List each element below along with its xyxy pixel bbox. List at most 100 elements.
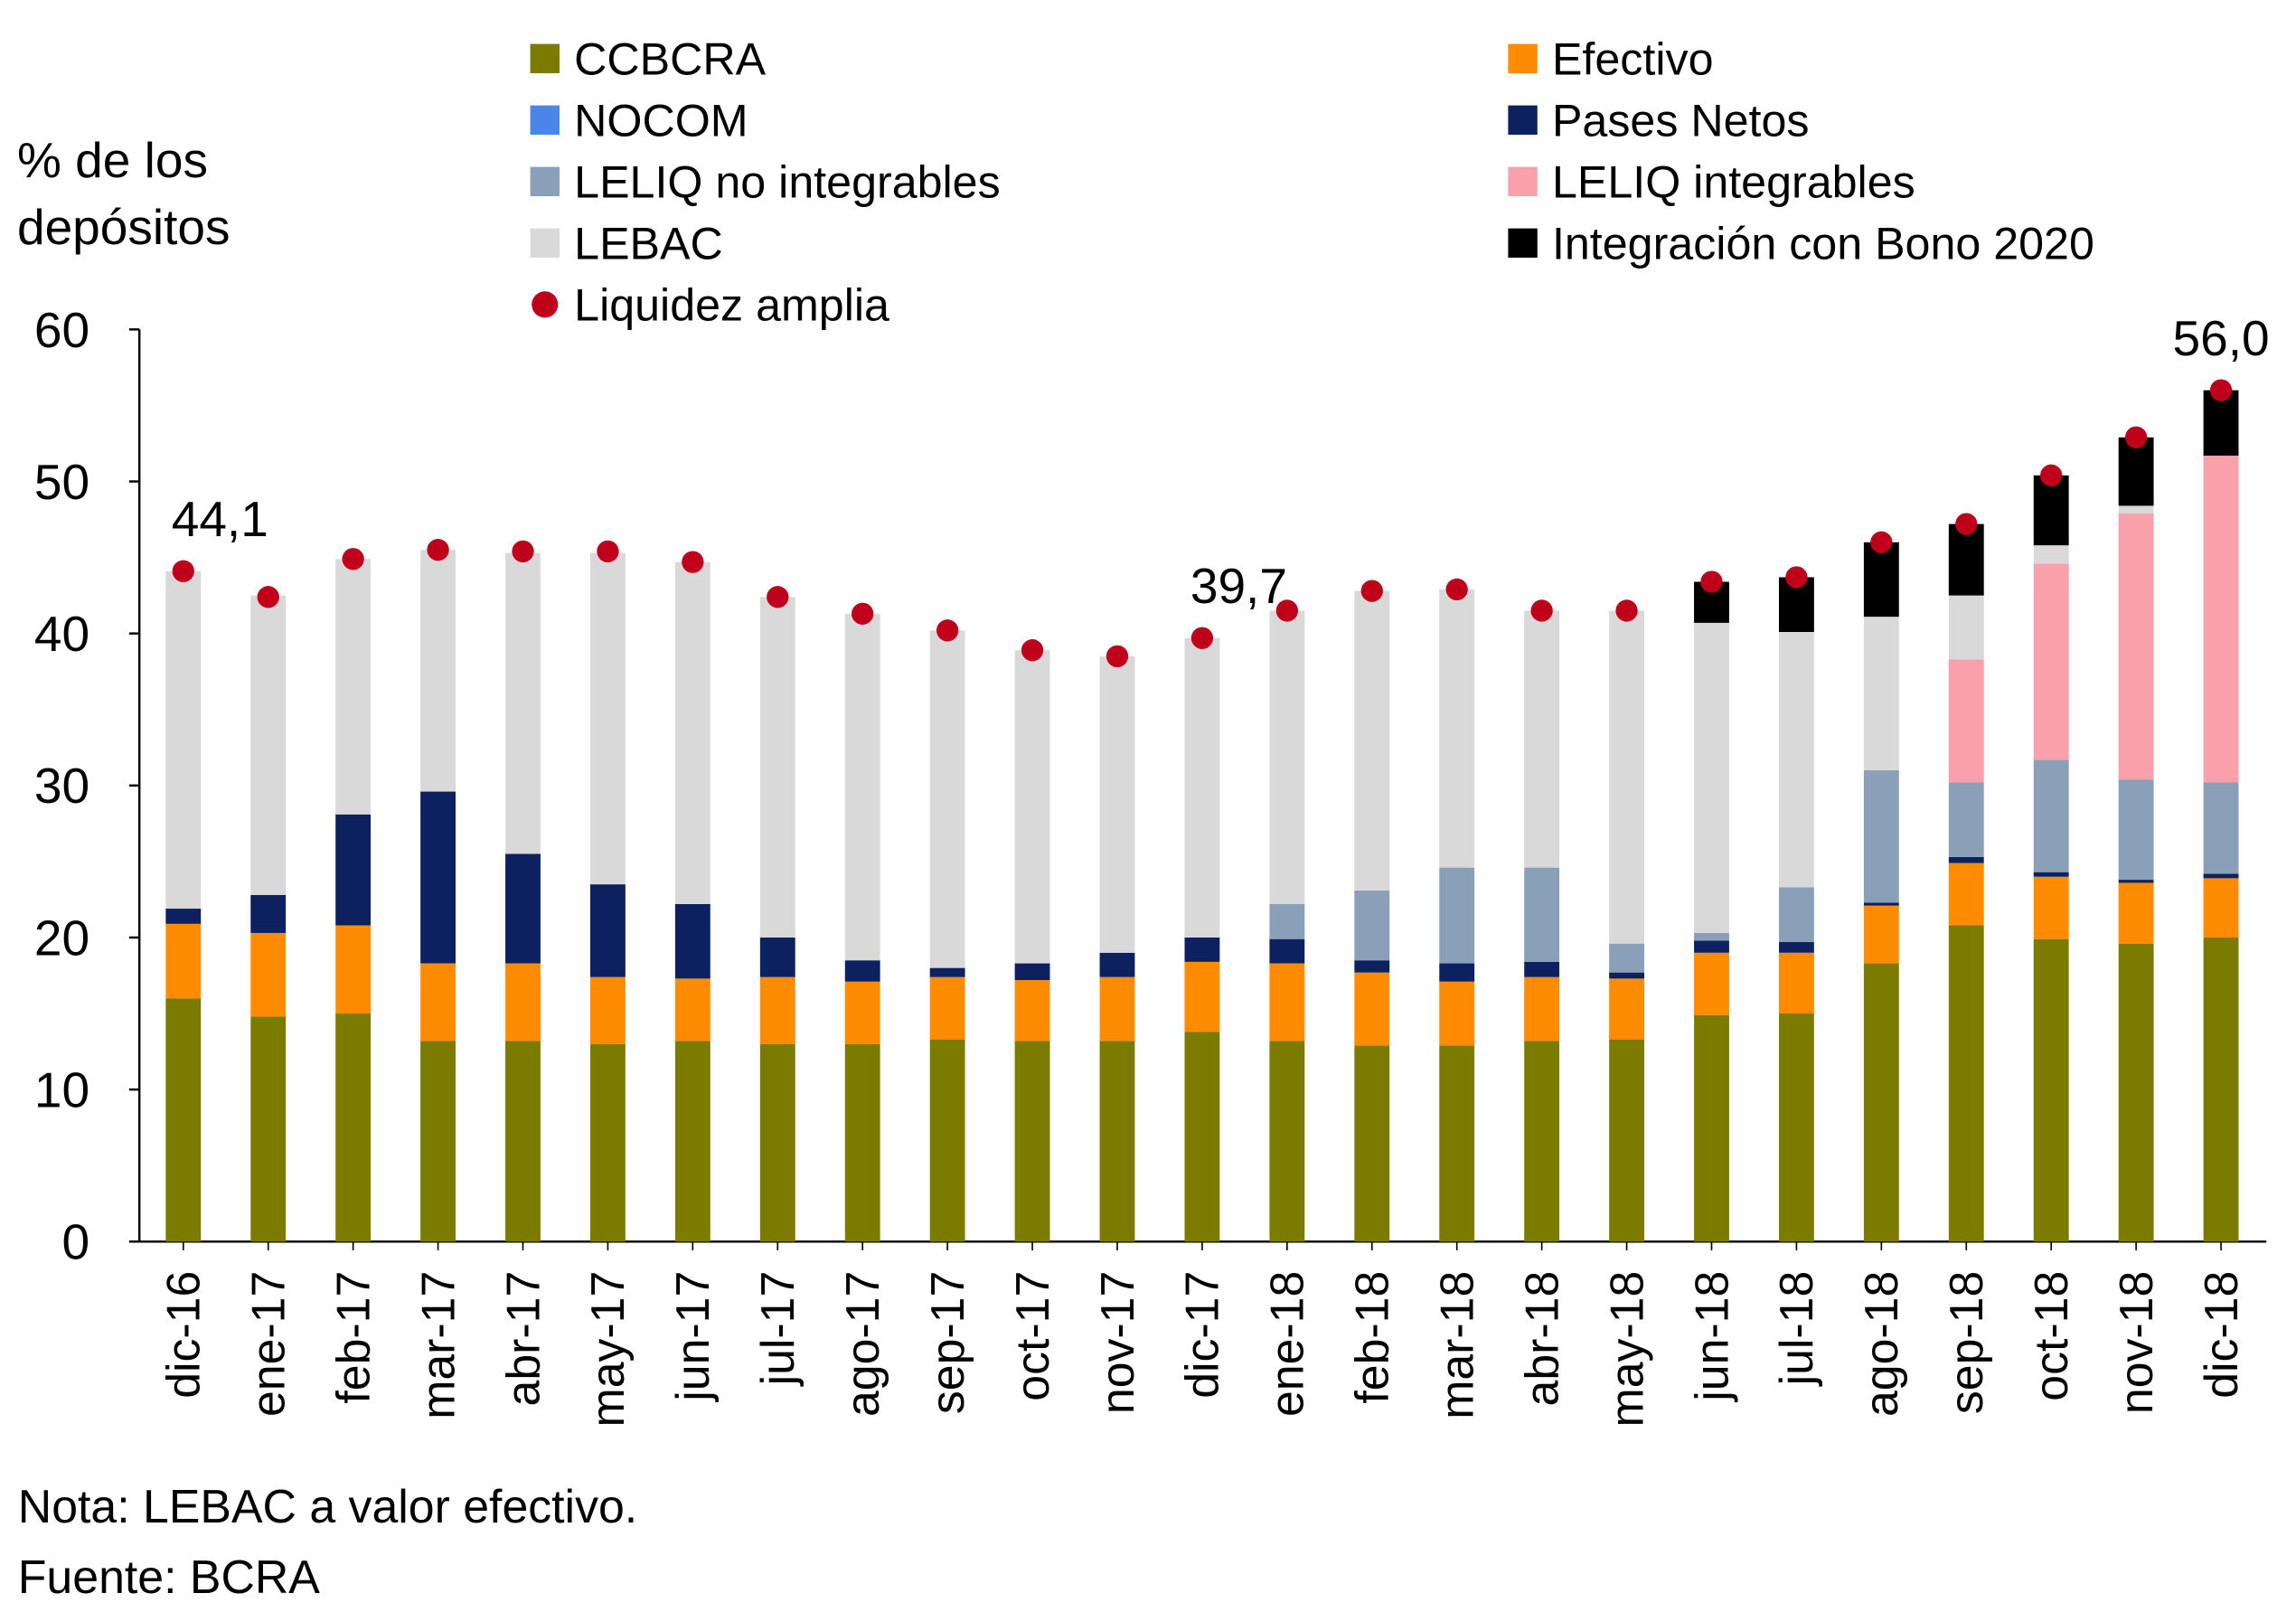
x-tick-label: jun-17 xyxy=(666,1271,719,1403)
bar-segment xyxy=(929,630,965,968)
bar-segment xyxy=(1694,952,1729,1015)
x-tick-label: dic-18 xyxy=(2195,1271,2247,1399)
dot xyxy=(682,551,704,573)
bar-segment xyxy=(929,1039,965,1242)
legend-marker xyxy=(530,228,560,259)
bar-segment xyxy=(2033,938,2069,1242)
bar-segment xyxy=(250,1016,287,1242)
bar-segment xyxy=(844,613,880,961)
bar-segment xyxy=(1439,1045,1475,1242)
bar-segment xyxy=(1863,905,1899,964)
dot xyxy=(936,619,959,642)
bar-segment xyxy=(1524,961,1560,977)
bar-segment xyxy=(2118,513,2154,780)
bar-segment xyxy=(1354,1045,1390,1242)
bar-segment xyxy=(759,976,795,1044)
bar-segment xyxy=(674,978,710,1042)
bar-segment xyxy=(420,791,456,964)
dot xyxy=(852,602,874,625)
bar-segment xyxy=(505,853,541,964)
bar-segment xyxy=(1184,937,1220,962)
bar-segment xyxy=(1269,963,1305,1042)
bar-segment xyxy=(505,552,541,854)
bar-segment xyxy=(589,552,626,885)
x-tick-label: abr-17 xyxy=(496,1271,549,1407)
bar-segment xyxy=(759,937,795,977)
bar-segment xyxy=(250,932,287,1017)
bar-segment xyxy=(1014,963,1050,981)
dot xyxy=(1615,599,1638,622)
bar-segment xyxy=(1269,938,1305,964)
bar-segment xyxy=(1948,595,1984,660)
dot xyxy=(1275,599,1298,622)
bar-segment xyxy=(2203,873,2239,879)
bar-segment xyxy=(1863,617,1899,771)
bar-segment xyxy=(929,976,965,1040)
bar-segment xyxy=(2118,505,2154,514)
dot xyxy=(2040,464,2063,486)
bar-segment xyxy=(1694,940,1729,953)
x-tick-label: mar-18 xyxy=(1431,1271,1483,1419)
bar-segment xyxy=(1609,610,1644,944)
bar-segment xyxy=(1609,943,1644,973)
bar-segment xyxy=(1354,590,1390,891)
dot xyxy=(597,540,619,563)
bar-segment xyxy=(1948,856,1984,863)
legend-label: CCBCRA xyxy=(574,34,766,85)
x-tick-label: ene-18 xyxy=(1261,1271,1313,1417)
dot xyxy=(342,548,364,570)
y-tick-label: 20 xyxy=(34,910,89,966)
bar-segment xyxy=(1778,952,1814,1014)
x-tick-label: jul-17 xyxy=(751,1271,804,1388)
legend-label: Liquidez amplia xyxy=(574,280,889,331)
bar-segment xyxy=(1184,1032,1220,1242)
bar-segment xyxy=(674,903,710,979)
bar-segment xyxy=(2203,878,2239,938)
bar-segment xyxy=(250,894,287,933)
bar-segment xyxy=(2118,437,2154,506)
data-label: 56,0 xyxy=(2172,310,2269,366)
bar-segment xyxy=(1269,903,1305,939)
note: Nota: LEBAC a valor efectivo. xyxy=(18,1480,637,1532)
bar-segment xyxy=(420,550,456,792)
bar-segment xyxy=(1778,1013,1814,1242)
legend-marker xyxy=(1508,43,1538,73)
dot xyxy=(257,586,279,608)
bar-segment xyxy=(1184,961,1220,1032)
dot xyxy=(1445,578,1468,601)
bar-segment xyxy=(589,884,626,977)
x-tick-label: nov-17 xyxy=(1091,1271,1143,1414)
bar-segment xyxy=(2203,937,2239,1242)
legend-marker xyxy=(1508,166,1538,197)
bar-segment xyxy=(420,963,456,1042)
bar-segment xyxy=(1863,902,1899,906)
bar-segment xyxy=(844,981,880,1044)
bar-segment xyxy=(1778,887,1814,943)
bar-segment xyxy=(1694,1014,1729,1242)
bar-segment xyxy=(1354,972,1390,1046)
bar-segment xyxy=(1439,981,1475,1046)
x-tick-label: feb-17 xyxy=(326,1271,379,1404)
bar-segment xyxy=(1694,932,1729,941)
x-tick-label: sep-17 xyxy=(921,1271,974,1414)
bar-segment xyxy=(1014,1041,1050,1242)
bar-segment xyxy=(1099,952,1135,977)
dot xyxy=(1955,513,1978,535)
x-tick-label: ago-17 xyxy=(836,1271,889,1417)
bar-segment xyxy=(420,1041,456,1242)
bar-segment xyxy=(2033,563,2069,760)
dot xyxy=(1360,580,1383,602)
bar-segment xyxy=(2033,759,2069,872)
x-tick-label: feb-18 xyxy=(1346,1271,1398,1404)
x-tick-label: jun-18 xyxy=(1685,1271,1737,1403)
bar-segment xyxy=(1948,925,1984,1242)
bar-segment xyxy=(1269,1041,1305,1242)
bar-segment xyxy=(759,1043,795,1242)
bar-segment xyxy=(250,595,287,895)
y-axis-title: % de los depósitos xyxy=(17,132,231,255)
bar-segment xyxy=(1269,610,1305,904)
dot xyxy=(767,586,789,608)
bar-segment xyxy=(2118,880,2154,883)
legend-label: Pases Netos xyxy=(1552,96,1810,146)
